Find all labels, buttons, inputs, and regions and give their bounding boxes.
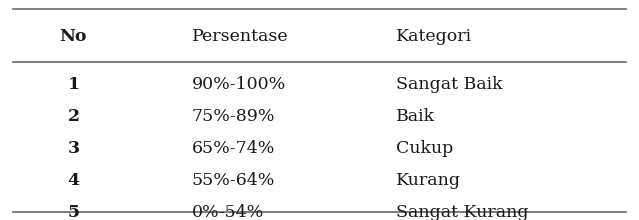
Text: 5: 5: [68, 204, 79, 220]
Text: 65%-74%: 65%-74%: [192, 140, 275, 157]
Text: 4: 4: [68, 172, 79, 189]
Text: Persentase: Persentase: [192, 28, 288, 45]
Text: 75%-89%: 75%-89%: [192, 108, 275, 125]
Text: 2: 2: [68, 108, 79, 125]
Text: Cukup: Cukup: [396, 140, 454, 157]
Text: 1: 1: [68, 76, 79, 93]
Text: Kurang: Kurang: [396, 172, 461, 189]
Text: Sangat Kurang: Sangat Kurang: [396, 204, 528, 220]
Text: Sangat Baik: Sangat Baik: [396, 76, 503, 93]
Text: 55%-64%: 55%-64%: [192, 172, 275, 189]
Text: No: No: [59, 28, 88, 45]
Text: 90%-100%: 90%-100%: [192, 76, 286, 93]
Text: 0%-54%: 0%-54%: [192, 204, 264, 220]
Text: Kategori: Kategori: [396, 28, 472, 45]
Text: 3: 3: [68, 140, 79, 157]
Text: Baik: Baik: [396, 108, 435, 125]
